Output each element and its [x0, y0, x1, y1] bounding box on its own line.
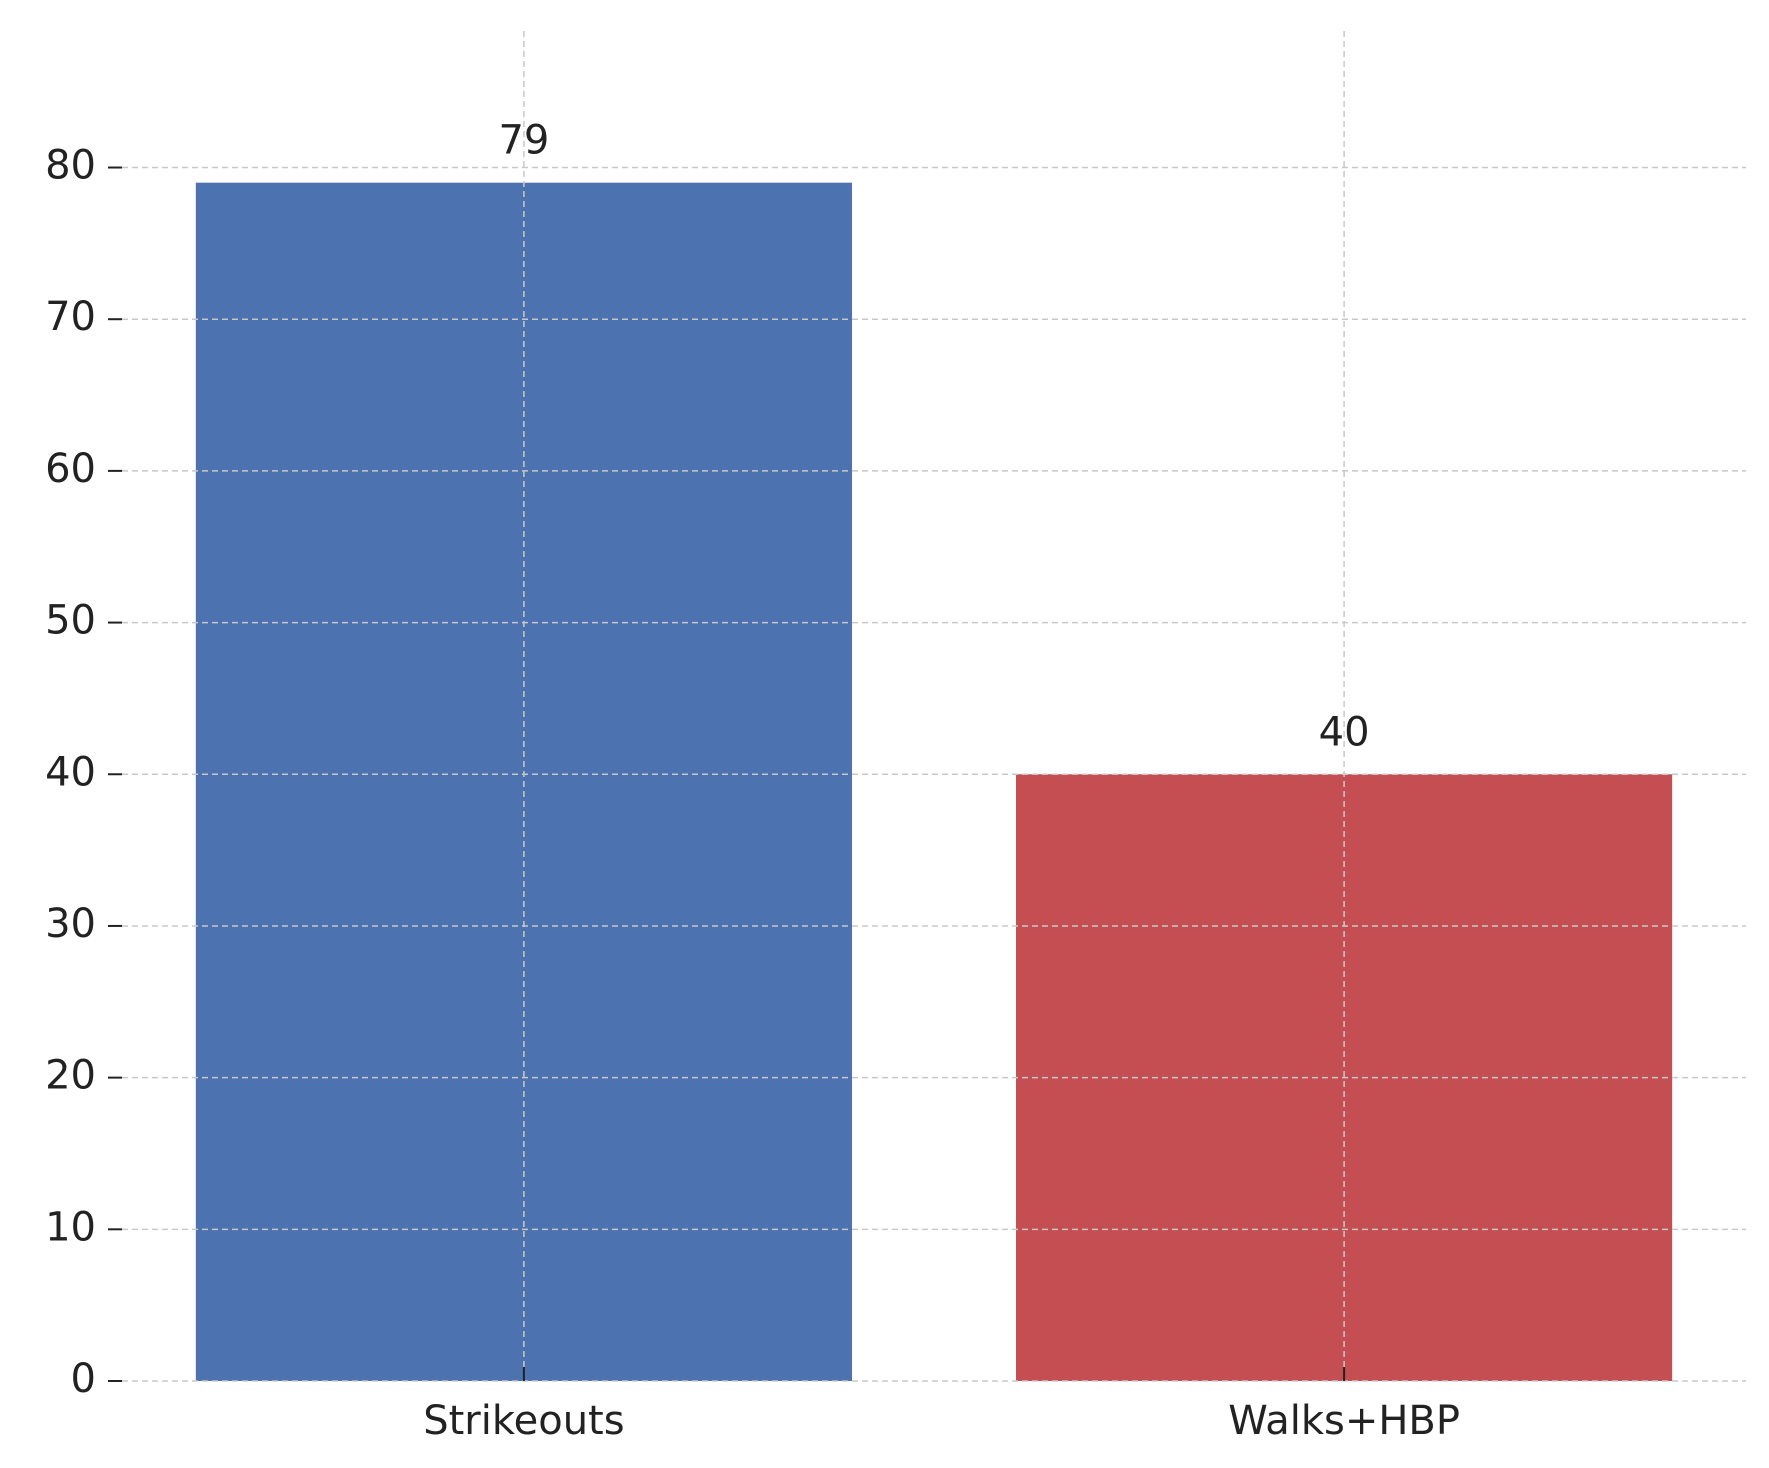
y-tick-label: 10	[45, 1204, 96, 1250]
y-tick-label: 20	[45, 1053, 96, 1099]
x-tick-label: Walks+HBP	[1228, 1398, 1460, 1444]
x-tick-label: Strikeouts	[423, 1398, 624, 1444]
y-tick-label: 0	[71, 1356, 96, 1402]
y-tick-label: 40	[45, 749, 96, 795]
value-label: 40	[1319, 709, 1370, 755]
y-tick-label: 70	[45, 294, 96, 340]
value-label: 79	[498, 118, 549, 164]
y-tick-label: 50	[45, 598, 96, 644]
y-tick-label: 60	[45, 446, 96, 492]
y-tick-label: 30	[45, 901, 96, 947]
y-tick-label: 80	[45, 143, 96, 189]
